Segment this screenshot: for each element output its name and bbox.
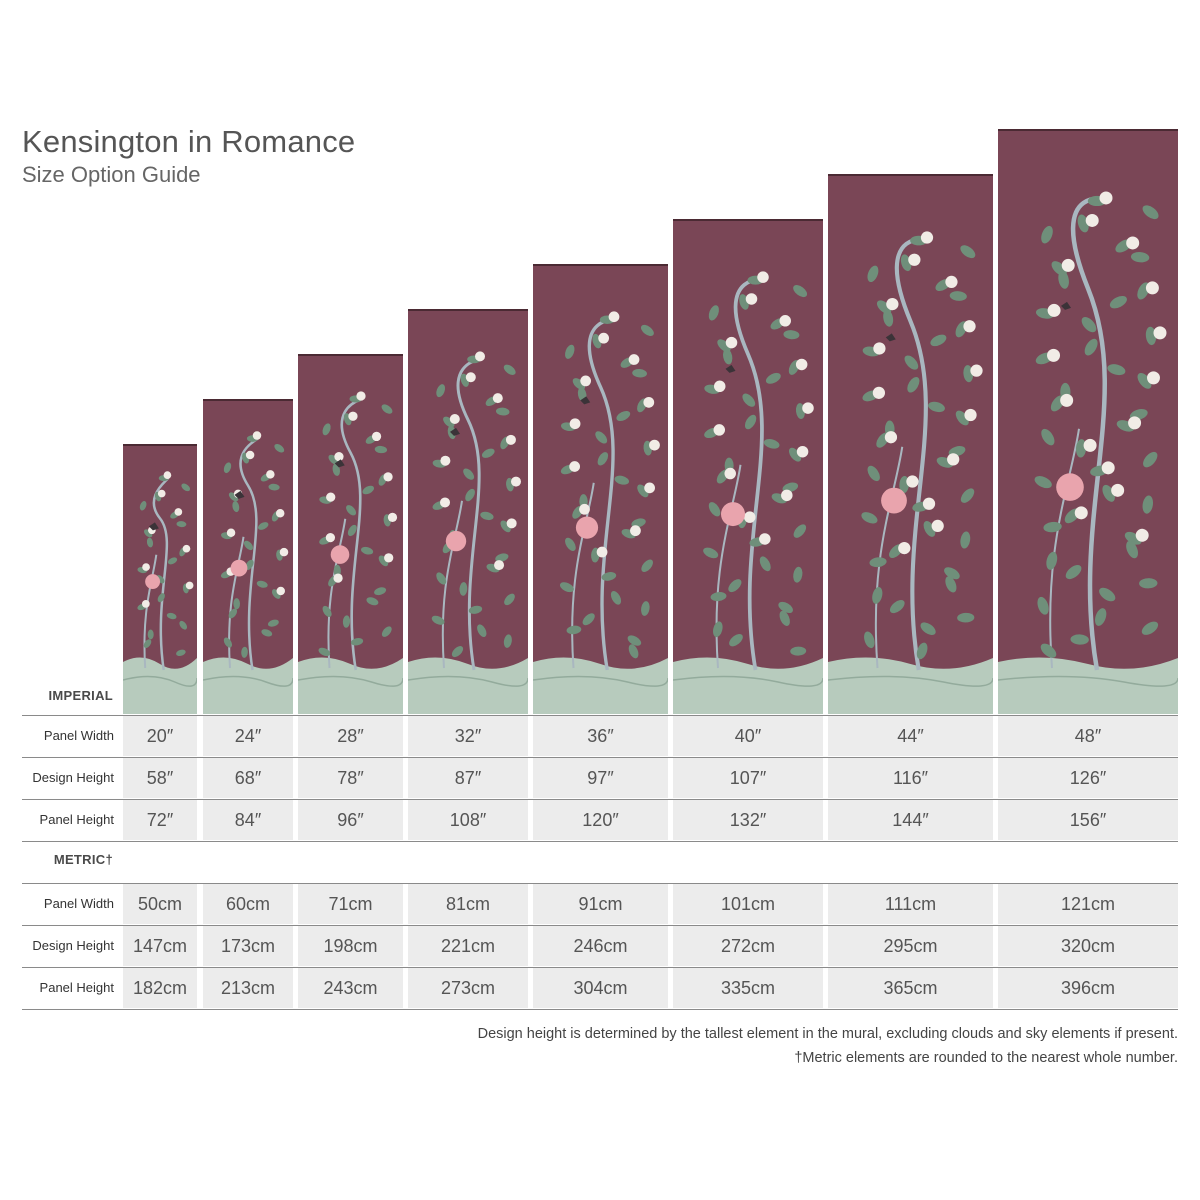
table-cell: 40″ xyxy=(673,716,823,756)
metric-heading: METRIC† xyxy=(53,852,113,867)
table-cell: 396cm xyxy=(998,968,1178,1008)
table-cell: 87″ xyxy=(408,758,528,798)
table-cell: 320cm xyxy=(998,926,1178,966)
table-cell: 108″ xyxy=(408,800,528,840)
mural-panel xyxy=(123,444,197,714)
table-cell: 28″ xyxy=(298,716,403,756)
footnote-metric: †Metric elements are rounded to the near… xyxy=(794,1050,1178,1066)
table-cell: 273cm xyxy=(408,968,528,1008)
table-cell: 198cm xyxy=(298,926,403,966)
table-cell: 20″ xyxy=(123,716,197,756)
table-rule xyxy=(22,799,1178,800)
table-cell: 72″ xyxy=(123,800,197,840)
row-label: Panel Height xyxy=(39,980,114,995)
table-cell: 173cm xyxy=(203,926,293,966)
table-cell: 144″ xyxy=(828,800,993,840)
table-cell: 97″ xyxy=(533,758,668,798)
table-cell: 71cm xyxy=(298,884,403,924)
table-cell: 81cm xyxy=(408,884,528,924)
table-cell: 78″ xyxy=(298,758,403,798)
page-subtitle: Size Option Guide xyxy=(22,162,201,187)
table-cell: 213cm xyxy=(203,968,293,1008)
row-label: Panel Width xyxy=(43,728,114,743)
mural-panel xyxy=(828,174,993,714)
table-cell: 50cm xyxy=(123,884,197,924)
table-cell: 91cm xyxy=(533,884,668,924)
row-label: Panel Height xyxy=(39,812,114,827)
table-cell: 221cm xyxy=(408,926,528,966)
table-rule xyxy=(22,967,1178,968)
table-cell: 295cm xyxy=(828,926,993,966)
table-cell: 68″ xyxy=(203,758,293,798)
table-rule xyxy=(22,715,1178,716)
table-cell: 126″ xyxy=(998,758,1178,798)
imperial-heading: IMPERIAL xyxy=(48,688,113,703)
row-label: Design Height xyxy=(32,938,114,953)
footnote-design-height: Design height is determined by the talle… xyxy=(477,1026,1178,1042)
table-cell: 365cm xyxy=(828,968,993,1008)
mural-panel xyxy=(408,309,528,714)
table-rule xyxy=(22,925,1178,926)
mural-panel xyxy=(298,354,403,714)
table-cell: 272cm xyxy=(673,926,823,966)
table-cell: 111cm xyxy=(828,884,993,924)
mural-panel xyxy=(998,129,1178,714)
table-cell: 121cm xyxy=(998,884,1178,924)
mural-panel xyxy=(203,399,293,714)
table-cell: 116″ xyxy=(828,758,993,798)
table-cell: 147cm xyxy=(123,926,197,966)
table-cell: 36″ xyxy=(533,716,668,756)
table-cell: 84″ xyxy=(203,800,293,840)
table-cell: 243cm xyxy=(298,968,403,1008)
table-cell: 182cm xyxy=(123,968,197,1008)
table-cell: 44″ xyxy=(828,716,993,756)
table-rule xyxy=(22,757,1178,758)
table-cell: 58″ xyxy=(123,758,197,798)
mural-panel xyxy=(533,264,668,714)
table-cell: 335cm xyxy=(673,968,823,1008)
table-cell: 304cm xyxy=(533,968,668,1008)
table-cell: 156″ xyxy=(998,800,1178,840)
page-title: Kensington in Romance xyxy=(22,124,356,159)
mural-panel xyxy=(673,219,823,714)
table-cell: 132″ xyxy=(673,800,823,840)
table-rule xyxy=(22,1009,1178,1010)
table-cell: 96″ xyxy=(298,800,403,840)
table-cell: 120″ xyxy=(533,800,668,840)
row-label: Design Height xyxy=(32,770,114,785)
table-cell: 246cm xyxy=(533,926,668,966)
table-cell: 101cm xyxy=(673,884,823,924)
table-cell: 60cm xyxy=(203,884,293,924)
table-cell: 24″ xyxy=(203,716,293,756)
table-cell: 48″ xyxy=(998,716,1178,756)
row-label: Panel Width xyxy=(43,896,114,911)
table-cell: 32″ xyxy=(408,716,528,756)
table-rule xyxy=(22,841,1178,842)
table-cell: 107″ xyxy=(673,758,823,798)
table-rule xyxy=(22,883,1178,884)
